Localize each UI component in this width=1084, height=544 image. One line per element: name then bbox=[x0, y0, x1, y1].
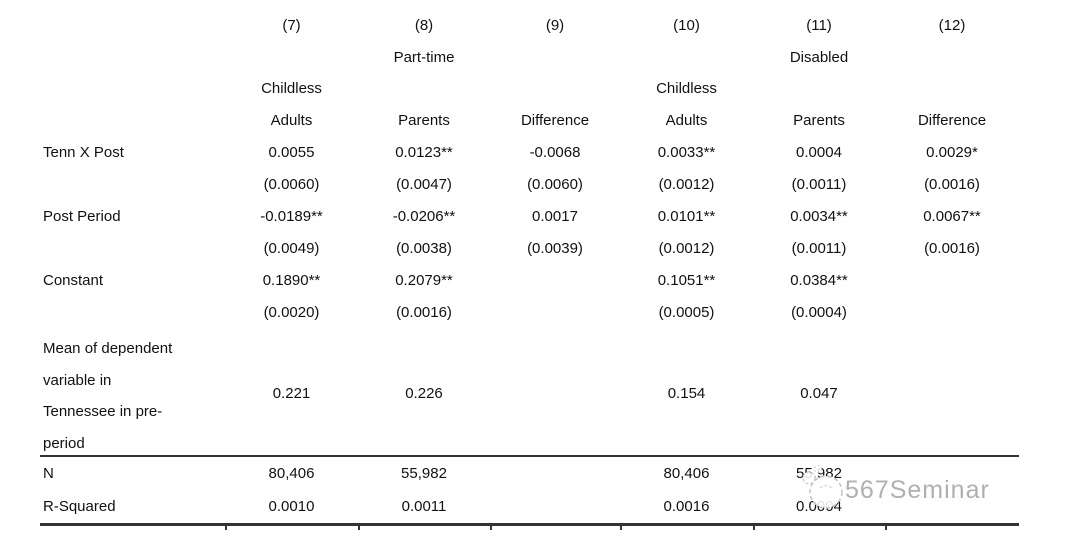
column-header: Adults bbox=[270, 111, 313, 129]
table-row-mean: Mean of dependent variable in Tennessee … bbox=[40, 328, 1019, 455]
cell-value: 0.0029* bbox=[926, 143, 978, 161]
table-row-n: N 80,406 55,982 80,406 55,982 bbox=[40, 455, 1019, 490]
cell-std-error: (0.0012) bbox=[658, 239, 715, 257]
watermark-logo-icon bbox=[802, 465, 843, 509]
cell-value: 0.047 bbox=[800, 385, 838, 402]
cell-value: 55,982 bbox=[401, 465, 447, 482]
table-row: (0.0049) (0.0038) (0.0039) (0.0012) (0.0… bbox=[40, 232, 1019, 264]
column-header: Childless bbox=[261, 80, 322, 98]
cell-std-error: (0.0060) bbox=[527, 175, 583, 193]
column-boundary-tick bbox=[225, 524, 227, 530]
cell-value: 0.0123** bbox=[395, 143, 453, 161]
cell-std-error: (0.0016) bbox=[396, 303, 452, 321]
cell-value: 0.0010 bbox=[268, 498, 315, 515]
cell-value: 0.0055 bbox=[268, 143, 315, 161]
column-number: (11) bbox=[806, 17, 832, 35]
table-row: (0.0020) (0.0016) (0.0005) (0.0004) bbox=[40, 296, 1019, 328]
column-header: Difference bbox=[917, 111, 987, 129]
watermark: 567Seminar bbox=[798, 460, 989, 518]
table-row-column-numbers: (7) (8) (9) (10) (11) (12) bbox=[40, 10, 1019, 42]
cell-std-error: (0.0011) bbox=[791, 239, 847, 257]
row-label: R-Squared bbox=[43, 498, 116, 515]
column-header: Parents bbox=[398, 111, 450, 129]
cell-value: -0.0189** bbox=[260, 207, 323, 225]
cell-value: 0.2079** bbox=[395, 271, 453, 289]
column-boundary-tick bbox=[885, 524, 887, 530]
table-row: Post Period -0.0189** -0.0206** 0.0017 0… bbox=[40, 200, 1019, 232]
cell-std-error: (0.0020) bbox=[263, 303, 320, 321]
cell-std-error: (0.0012) bbox=[658, 175, 715, 193]
cell-value: 0.0034** bbox=[790, 207, 848, 225]
table-row: (0.0060) (0.0047) (0.0060) (0.0012) (0.0… bbox=[40, 168, 1019, 200]
column-boundary-tick bbox=[490, 524, 492, 530]
row-label: N bbox=[43, 465, 54, 482]
column-header: Difference bbox=[520, 111, 590, 129]
cell-std-error: (0.0005) bbox=[658, 303, 715, 321]
cell-value: 0.154 bbox=[667, 385, 706, 402]
cell-value: 0.0384** bbox=[790, 271, 848, 289]
row-label: Constant bbox=[43, 271, 104, 289]
cell-value: 0.0101** bbox=[657, 207, 716, 225]
cell-value: 80,406 bbox=[268, 465, 315, 482]
row-label: Mean of dependent variable in Tennessee … bbox=[43, 340, 173, 452]
column-number: (12) bbox=[938, 17, 966, 35]
row-label: Tenn X Post bbox=[43, 143, 124, 161]
cell-std-error: (0.0016) bbox=[924, 239, 980, 257]
column-number: (9) bbox=[545, 17, 565, 35]
cell-value: -0.0068 bbox=[529, 143, 581, 161]
column-header: Adults bbox=[665, 111, 708, 129]
column-header: Parents bbox=[793, 111, 845, 129]
column-number: (7) bbox=[282, 17, 301, 35]
cell-value: 0.0004 bbox=[796, 143, 842, 161]
cell-std-error: (0.0060) bbox=[263, 175, 320, 193]
cell-value: 0.0067** bbox=[923, 207, 981, 225]
column-number: (10) bbox=[673, 17, 700, 35]
column-header: Childless bbox=[656, 80, 717, 98]
row-label: Post Period bbox=[43, 207, 121, 225]
column-boundary-tick bbox=[620, 524, 622, 530]
cell-value: -0.0206** bbox=[392, 207, 456, 225]
watermark-text: 567Seminar bbox=[845, 476, 990, 504]
cell-value: 0.0017 bbox=[532, 207, 578, 225]
group-header: Part-time bbox=[393, 48, 455, 66]
cell-value: 0.0016 bbox=[663, 498, 710, 515]
cell-std-error: (0.0011) bbox=[791, 175, 847, 193]
cell-std-error: (0.0038) bbox=[396, 239, 452, 257]
cell-value: 0.0033** bbox=[657, 143, 716, 161]
table-row: Tenn X Post 0.0055 0.0123** -0.0068 0.00… bbox=[40, 136, 1019, 168]
cell-std-error: (0.0049) bbox=[263, 239, 320, 257]
table-row-group-headers: Part-time Disabled bbox=[40, 42, 1019, 74]
regression-table: (7) (8) (9) (10) (11) (12) Part-time Dis… bbox=[40, 10, 1019, 526]
table-row-subheader-2: Adults Parents Difference Adults Parents… bbox=[40, 105, 1019, 137]
cell-std-error: (0.0047) bbox=[396, 175, 452, 193]
column-number: (8) bbox=[414, 17, 434, 35]
column-boundary-tick bbox=[753, 524, 755, 530]
column-boundary-tick bbox=[358, 524, 360, 530]
group-header: Disabled bbox=[789, 48, 849, 66]
cell-std-error: (0.0039) bbox=[527, 239, 583, 257]
cell-std-error: (0.0016) bbox=[924, 175, 980, 193]
cell-value: 0.226 bbox=[405, 385, 443, 402]
cell-value: 0.1051** bbox=[657, 271, 716, 289]
table-row: Constant 0.1890** 0.2079** 0.1051** 0.03… bbox=[40, 264, 1019, 296]
table-row-r-squared: R-Squared 0.0010 0.0011 0.0016 0.0004 bbox=[40, 490, 1019, 526]
cell-value: 80,406 bbox=[663, 465, 710, 482]
cell-value: 0.0011 bbox=[401, 498, 447, 515]
cell-value: 0.221 bbox=[272, 385, 311, 402]
cell-value: 0.1890** bbox=[262, 271, 321, 289]
table-row-subheader-1: Childless Childless bbox=[40, 73, 1019, 105]
cell-std-error: (0.0004) bbox=[791, 303, 847, 321]
